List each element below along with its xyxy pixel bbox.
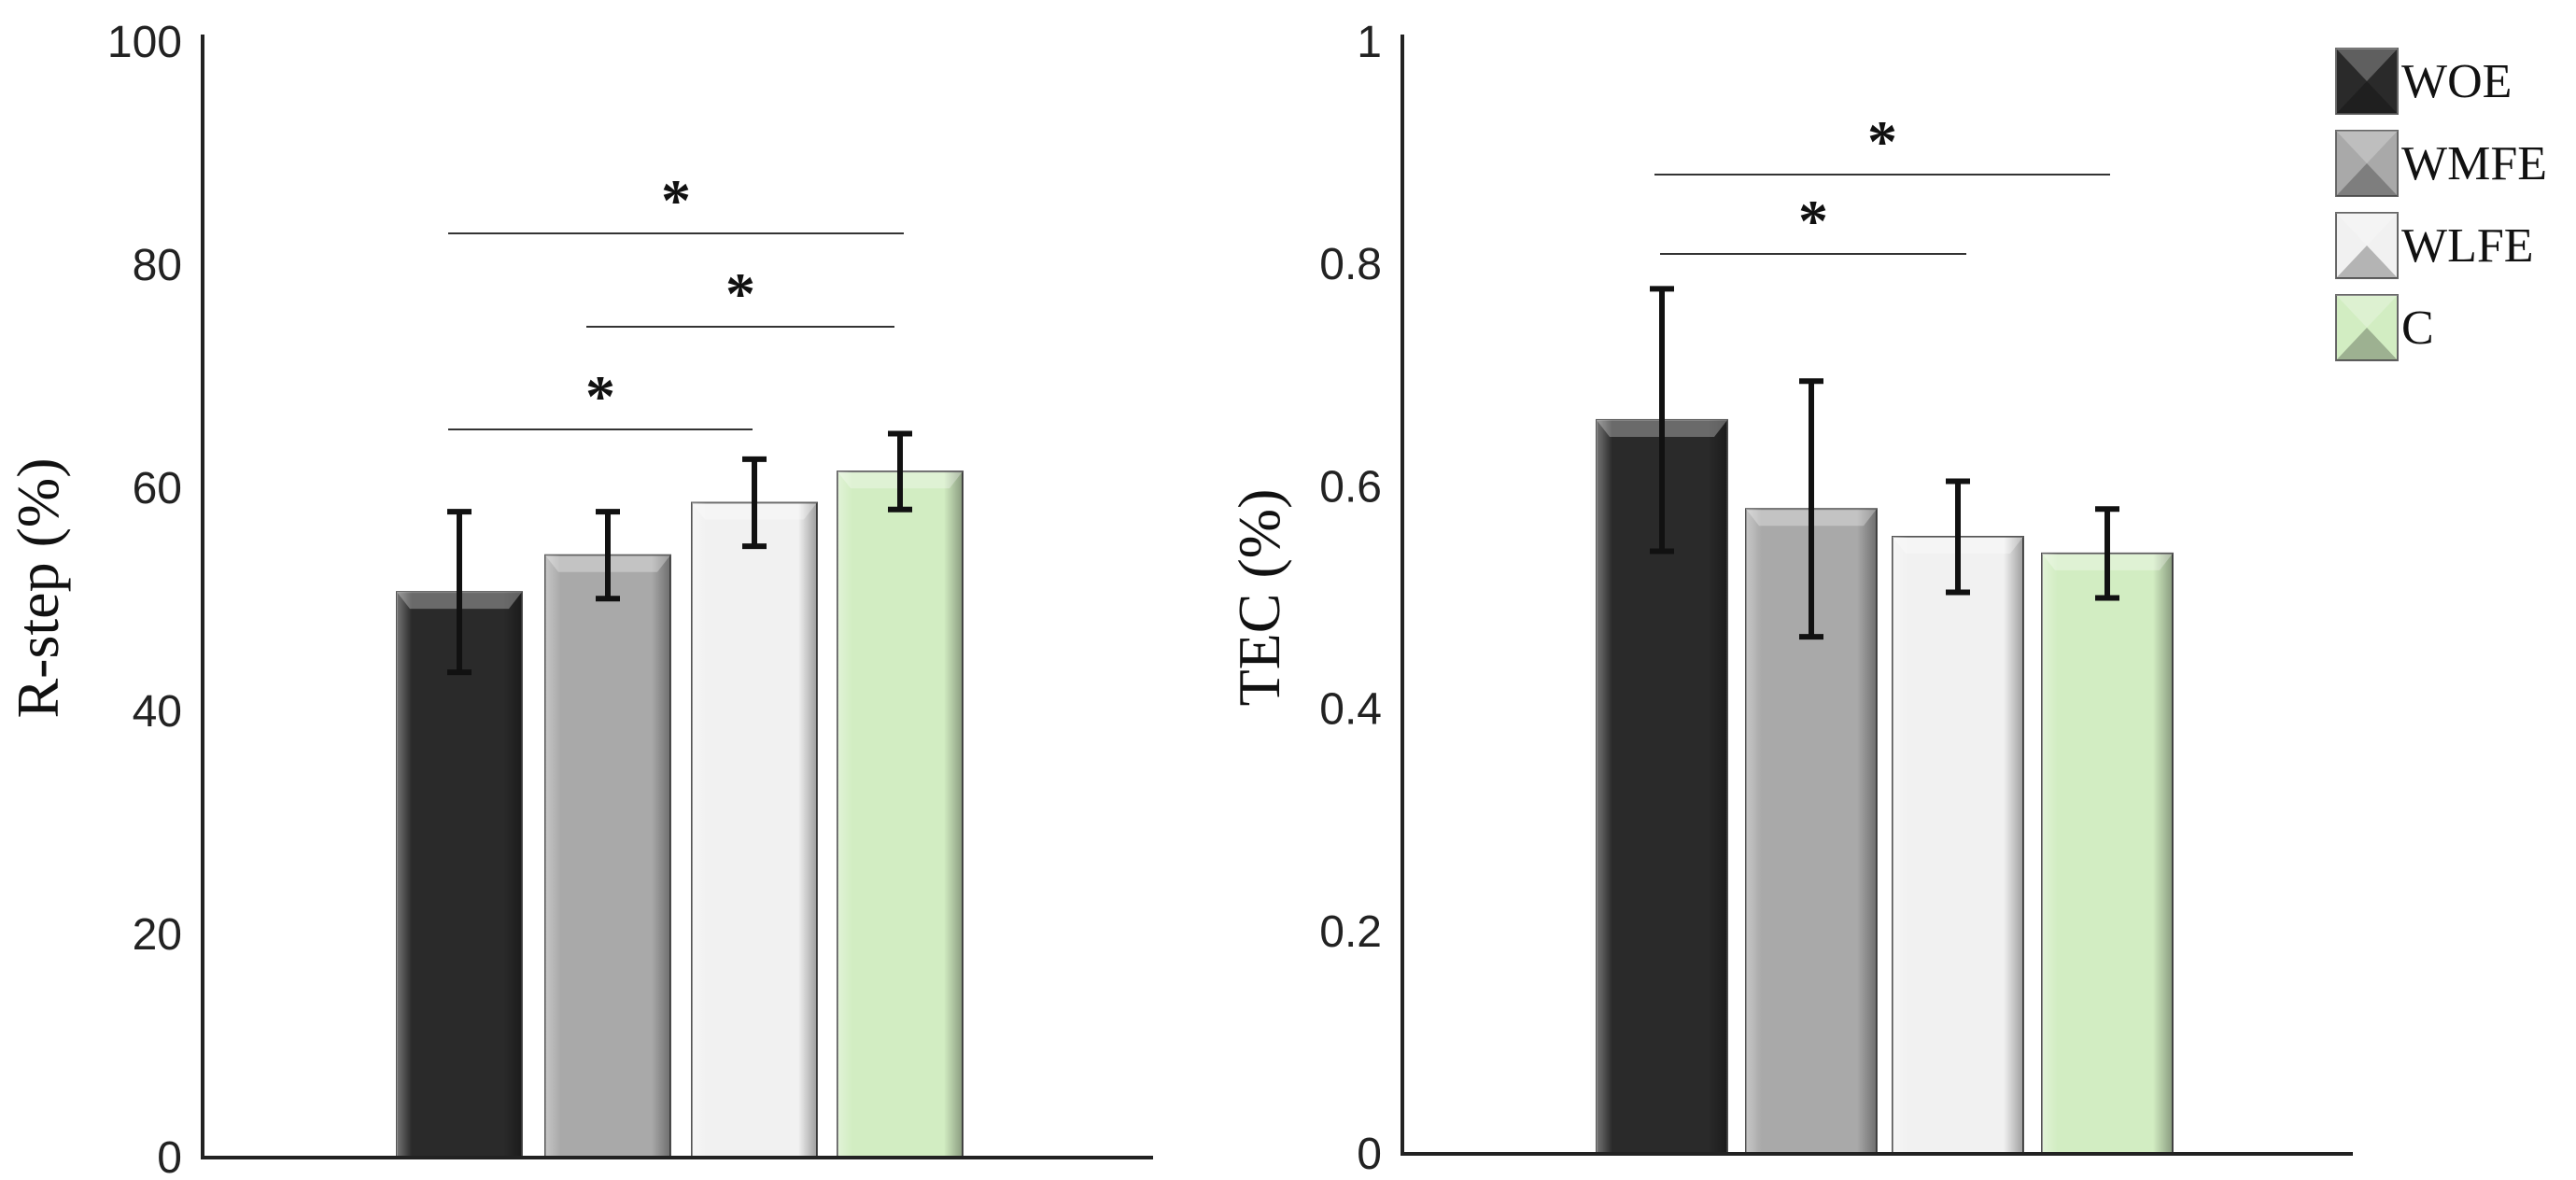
error-bar-wmfe [596, 509, 620, 602]
ytick-label: 0.8 [1319, 240, 1382, 289]
ytick-label: 20 [133, 910, 182, 960]
tec-significance: ** [1654, 108, 2110, 255]
error-bar-c [2095, 506, 2119, 601]
significance-star: * [661, 167, 691, 233]
tec-ylabel: TEC (%) [1226, 489, 1292, 707]
ytick-label: 80 [133, 241, 182, 290]
ytick-label: 0.2 [1319, 907, 1382, 957]
ytick-label: 40 [133, 687, 182, 737]
bar-c [2041, 552, 2174, 1155]
legend-item-c: C [2335, 294, 2434, 361]
error-bar-c [888, 430, 912, 513]
tec-bars [1596, 418, 2174, 1155]
tec-ytick-labels: 0 0.2 0.4 0.6 0.8 1 [1319, 18, 1382, 1179]
legend-label: WOE [2401, 55, 2512, 108]
error-bar-woe [447, 509, 472, 676]
significance-line: * [1654, 108, 2110, 176]
legend-item-wmfe: WMFE [2335, 130, 2547, 197]
bar-wlfe [691, 501, 818, 1159]
legend-swatch [2335, 212, 2399, 279]
ytick-label: 0.6 [1319, 462, 1382, 512]
bar-bevel [692, 502, 817, 1158]
significance-star: * [585, 363, 615, 429]
bar-bevel [2042, 553, 2173, 1154]
error-bar-woe [1650, 286, 1674, 555]
chart-rstep: R-step (%) 0 20 40 60 80 100 * * * [5, 18, 1153, 1180]
ytick-label: 0 [1357, 1130, 1382, 1179]
bar-bevel [1893, 536, 2023, 1154]
error-bar-wmfe [1799, 378, 1823, 640]
rstep-ytick-labels: 0 20 40 60 80 100 [107, 18, 182, 1180]
significance-star: * [1798, 188, 1828, 254]
bar-bevel [838, 471, 963, 1158]
legend-label: C [2401, 302, 2434, 355]
rstep-error-bars [447, 430, 912, 676]
chart-tec: TEC (%) 00.20.40.60.81 ** [1226, 18, 2353, 1179]
ytick-label: 0 [157, 1133, 182, 1180]
error-bar-wlfe [1946, 478, 1970, 596]
ytick-label: 1 [1357, 18, 1382, 67]
legend-swatch [2335, 130, 2399, 197]
ytick-label: 100 [107, 18, 182, 67]
error-bar-wlfe [742, 456, 767, 550]
bar-wmfe [544, 554, 671, 1159]
significance-star: * [725, 260, 755, 327]
significance-star: * [1867, 108, 1897, 175]
bar-wlfe [1892, 535, 2024, 1155]
tec-error-bars [1650, 286, 2119, 640]
significance-line: * [448, 363, 753, 430]
rstep-significance: * * * [448, 167, 904, 430]
legend-item-woe: WOE [2335, 48, 2512, 115]
legend-item-wlfe: WLFE [2335, 212, 2534, 279]
legend-label: WMFE [2401, 137, 2547, 190]
legend-label: WLFE [2401, 219, 2534, 273]
rstep-ylabel: R-step (%) [5, 457, 71, 718]
legend: WOE WMFE WLFE C [2335, 48, 2547, 361]
bar-bevel [397, 592, 522, 1158]
bar-bevel [545, 555, 670, 1158]
legend-swatch [2335, 294, 2399, 361]
bar-c [837, 471, 964, 1159]
ytick-label: 60 [133, 464, 182, 513]
bar-woe [396, 591, 523, 1159]
significance-line: * [1660, 188, 1966, 255]
significance-line: * [586, 260, 894, 328]
significance-line: * [448, 167, 904, 234]
ytick-label: 0.4 [1319, 685, 1382, 735]
rstep-bars [396, 471, 964, 1159]
legend-swatch [2335, 48, 2399, 115]
